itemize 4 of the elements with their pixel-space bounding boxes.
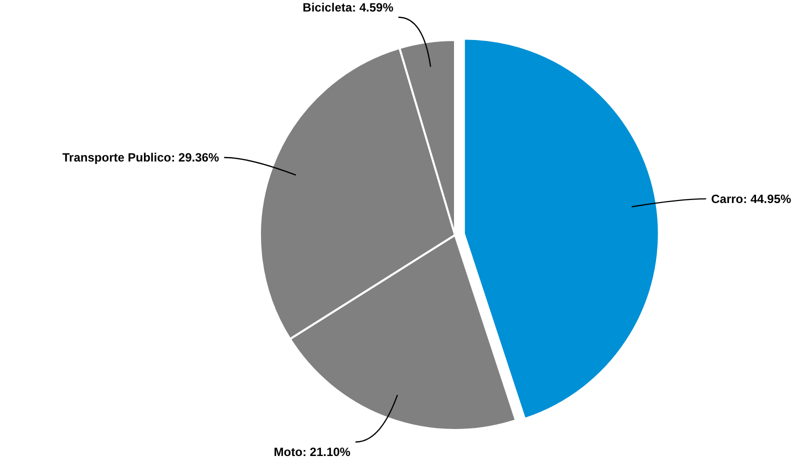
slice-label: Bicicleta: 4.59% bbox=[302, 0, 394, 14]
slice-label: Transporte Publico: 29.36% bbox=[62, 150, 220, 164]
slice-label: Moto: 21.10% bbox=[274, 444, 351, 459]
slice-label: Carro: 44.95% bbox=[711, 192, 792, 206]
